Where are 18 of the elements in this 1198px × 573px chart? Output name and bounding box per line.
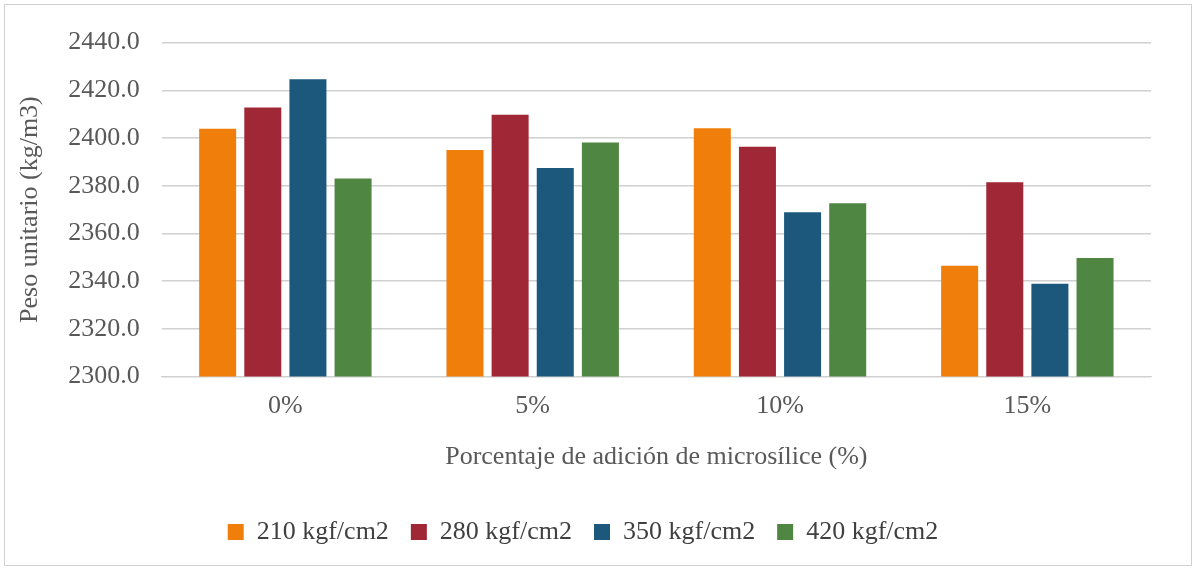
x-axis-title: Porcentaje de adición de microsílice (%) xyxy=(445,441,868,471)
y-tick-label: 2420.0 xyxy=(68,74,140,104)
y-tick-label: 2320.0 xyxy=(68,312,140,342)
x-tick-label: 15% xyxy=(1003,390,1052,420)
x-tick-label: 0% xyxy=(268,390,303,420)
legend-label: 420 kgf/cm2 xyxy=(806,515,939,545)
legend-label: 350 kgf/cm2 xyxy=(623,515,756,545)
y-axis-title: Peso unitario (kg/m3) xyxy=(14,96,44,323)
legend-label: 280 kgf/cm2 xyxy=(439,515,573,545)
x-tick-label: 10% xyxy=(756,390,804,420)
y-tick-label: 2380.0 xyxy=(68,169,140,199)
legend-label: 210 kgf/cm2 xyxy=(256,515,389,545)
y-tick-label: 2300.0 xyxy=(68,360,140,390)
y-tick-label: 2360.0 xyxy=(68,217,140,247)
y-tick-label: 2340.0 xyxy=(68,265,140,294)
y-tick-label: 2440.0 xyxy=(68,26,140,56)
y-tick-label: 2400.0 xyxy=(68,121,140,151)
x-tick-label: 5% xyxy=(515,390,551,420)
